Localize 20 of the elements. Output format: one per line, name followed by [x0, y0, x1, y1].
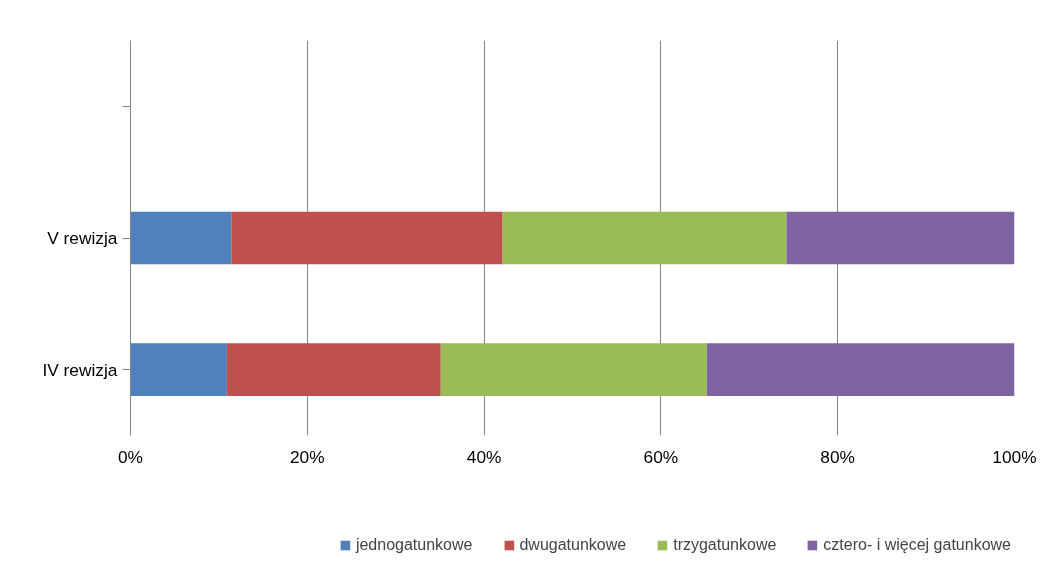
legend-label: dwugatunkowe — [519, 535, 627, 554]
x-tick-label: 20% — [289, 446, 325, 467]
x-tick-label: 60% — [643, 446, 679, 467]
bar — [231, 211, 503, 265]
bar — [786, 211, 1015, 265]
x-tick-label: 0% — [117, 446, 144, 467]
legend-label: cztero- i więcej gatunkowe — [823, 535, 1011, 554]
legend-label: trzygatunkowe — [673, 535, 777, 554]
x-tick-label: 80% — [820, 446, 856, 467]
bar — [440, 343, 707, 396]
x-tick-label: 40% — [466, 446, 502, 467]
bar — [226, 343, 441, 396]
legend-label: jednogatunkowe — [355, 535, 473, 554]
bar — [130, 343, 227, 396]
bar — [130, 211, 232, 265]
x-tick-label: 100% — [992, 446, 1037, 467]
y-tick-label: IV rewizja — [42, 359, 118, 380]
y-tick-label: V rewizja — [47, 228, 118, 248]
bar — [502, 211, 787, 265]
bar — [706, 343, 1015, 396]
